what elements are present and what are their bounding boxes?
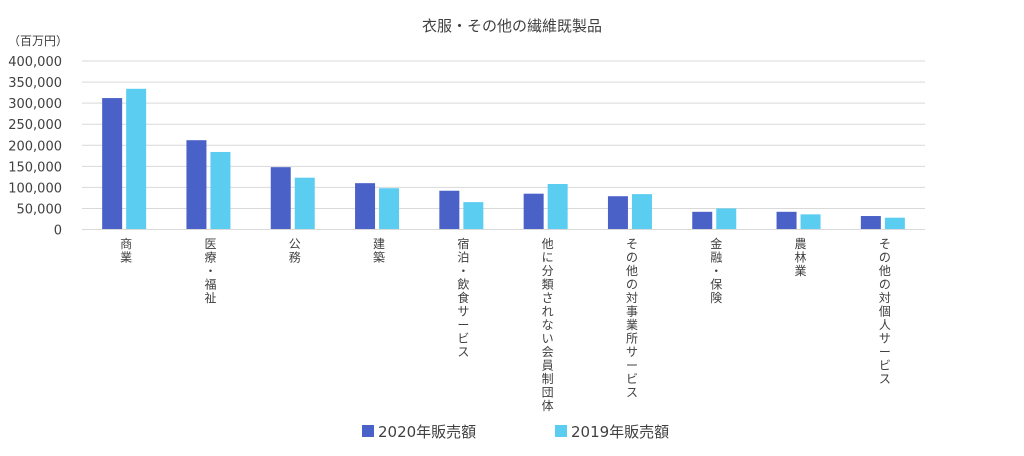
bar-series1: [270, 167, 291, 230]
legend-swatch: [555, 425, 567, 437]
bar-series2: [463, 202, 484, 230]
bar-series1: [523, 193, 544, 230]
category-label: その他の対事業所サービス: [626, 237, 638, 400]
bar-series1: [355, 183, 376, 230]
y-tick-label: 0: [54, 224, 62, 239]
bar-series2: [294, 177, 315, 230]
category-label: 農林業: [795, 237, 807, 278]
y-tick-label: 50,000: [17, 202, 63, 217]
category-label: 建築: [373, 237, 385, 265]
bar-series1: [776, 211, 797, 230]
category-label: 公務: [289, 237, 301, 265]
bar-series2: [210, 151, 231, 230]
y-axis-ticks: 0 50,000 100,000 150,000 200,000 250,000 300,0…: [8, 55, 62, 239]
y-tick-label: 400,000: [8, 55, 62, 70]
legend-label: 2019年販売額: [571, 423, 669, 441]
category-label: その他の対個人サービス: [879, 237, 891, 386]
bar-series1: [860, 216, 881, 230]
chart-title: 衣服・その他の繊維既製品: [422, 17, 602, 35]
gridlines: [82, 60, 925, 209]
bar-series2: [716, 208, 737, 230]
y-tick-label: 100,000: [8, 181, 62, 196]
category-label: 他に分類されない会員制団体: [542, 237, 554, 413]
category-label: 宿泊・飲食サービス: [457, 236, 469, 359]
bar-series2: [800, 214, 821, 230]
category-label: 医療・福祉: [204, 237, 216, 305]
legend-label: 2020年販売額: [378, 423, 476, 441]
category-label: 商業: [120, 236, 132, 265]
bar-series1: [439, 190, 460, 230]
bar-series2: [547, 184, 568, 230]
y-tick-label: 200,000: [8, 139, 62, 154]
unit-label: （百万円）: [8, 34, 68, 48]
category-label: 金融・保険: [710, 236, 722, 305]
category-labels: 商業 医療・福祉 公務 建築 宿泊・飲食サービス 他に分類されない会員制団体 その他の対事業…: [120, 236, 891, 413]
y-tick-label: 250,000: [8, 118, 62, 133]
bar-series1: [186, 140, 207, 230]
y-tick-label: 300,000: [8, 97, 62, 112]
bar-series1: [102, 98, 123, 230]
bar-series2: [884, 217, 905, 230]
bar-series2: [126, 88, 147, 230]
bar-series1: [607, 196, 628, 230]
bars: [102, 88, 905, 230]
bar-series1: [692, 211, 713, 230]
bar-series2: [631, 194, 652, 230]
legend: 2020年販売額 2019年販売額: [362, 423, 669, 441]
y-tick-label: 350,000: [8, 76, 62, 91]
y-tick-label: 150,000: [8, 160, 62, 175]
legend-swatch: [362, 425, 374, 437]
bar-series2: [379, 188, 400, 230]
